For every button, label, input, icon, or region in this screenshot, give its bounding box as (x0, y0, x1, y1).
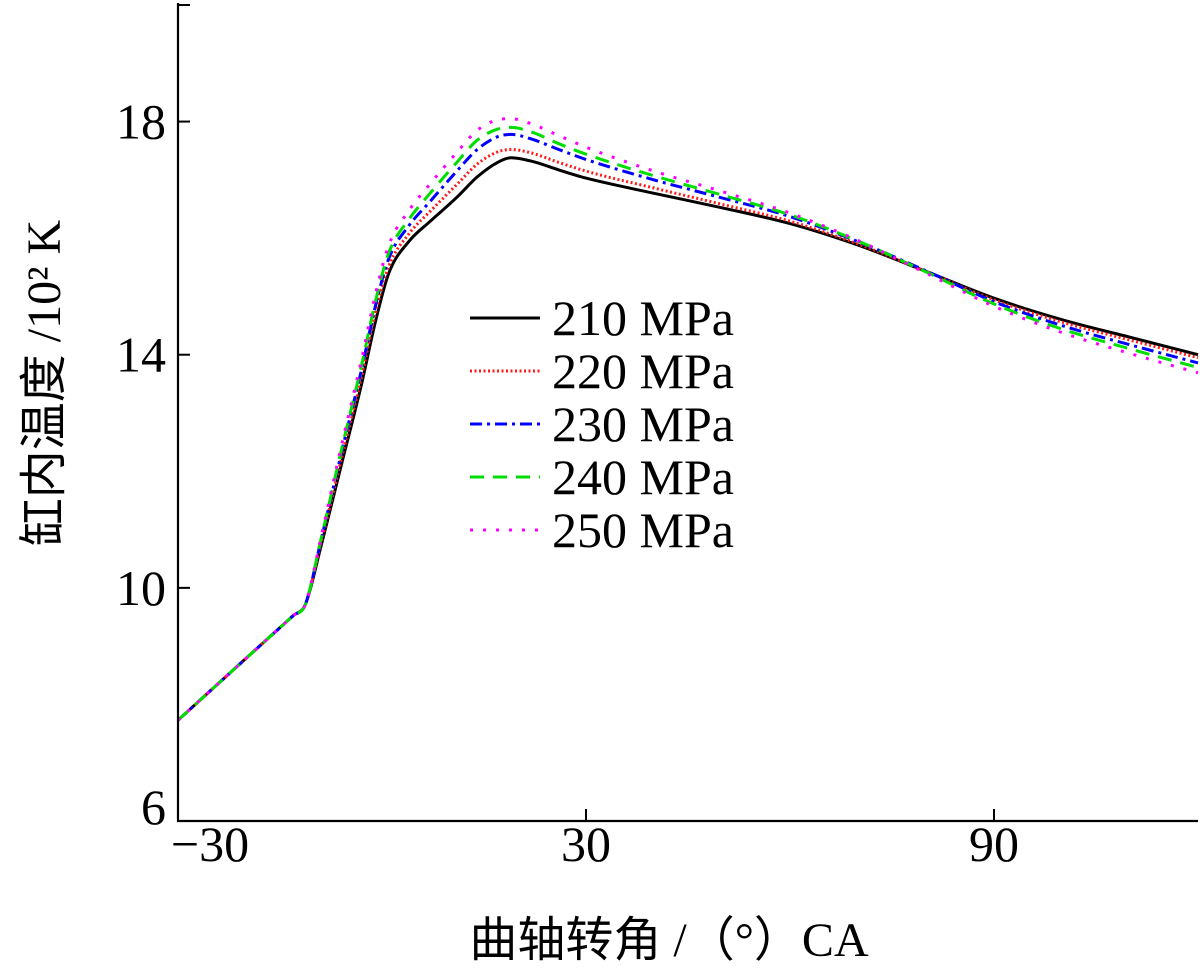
y-tick-label: 10 (116, 560, 166, 616)
y-tick-label: 14 (116, 327, 166, 383)
legend-label: 220 MPa (552, 343, 734, 399)
series-line-230-mpa (176, 132, 1199, 722)
ticks: 6 10 14 18 −30 30 90 (116, 4, 1019, 872)
series-line-240-mpa (176, 125, 1199, 722)
y-axis-label: 缸内温度 /10² K (18, 219, 71, 546)
legend-entry: 250 MPa (470, 502, 734, 558)
legend-entry: 220 MPa (470, 343, 734, 399)
x-tick-label: 30 (561, 816, 611, 872)
legend-label: 230 MPa (552, 396, 734, 452)
legend-entry: 240 MPa (470, 449, 734, 505)
legend-label: 250 MPa (552, 502, 734, 558)
legend-label: 210 MPa (552, 290, 734, 346)
legend-label: 240 MPa (552, 449, 734, 505)
legend-entry: 230 MPa (470, 396, 734, 452)
series-layer (176, 117, 1199, 722)
x-tick-label: −30 (171, 816, 249, 872)
x-tick-label: 90 (969, 816, 1019, 872)
legend-entry: 210 MPa (470, 290, 734, 346)
axes (176, 3, 1198, 823)
y-tick-label: 6 (141, 779, 166, 835)
y-tick-label: 18 (116, 94, 166, 150)
x-axis-label: 曲轴转角 /（°）CA (469, 914, 869, 967)
